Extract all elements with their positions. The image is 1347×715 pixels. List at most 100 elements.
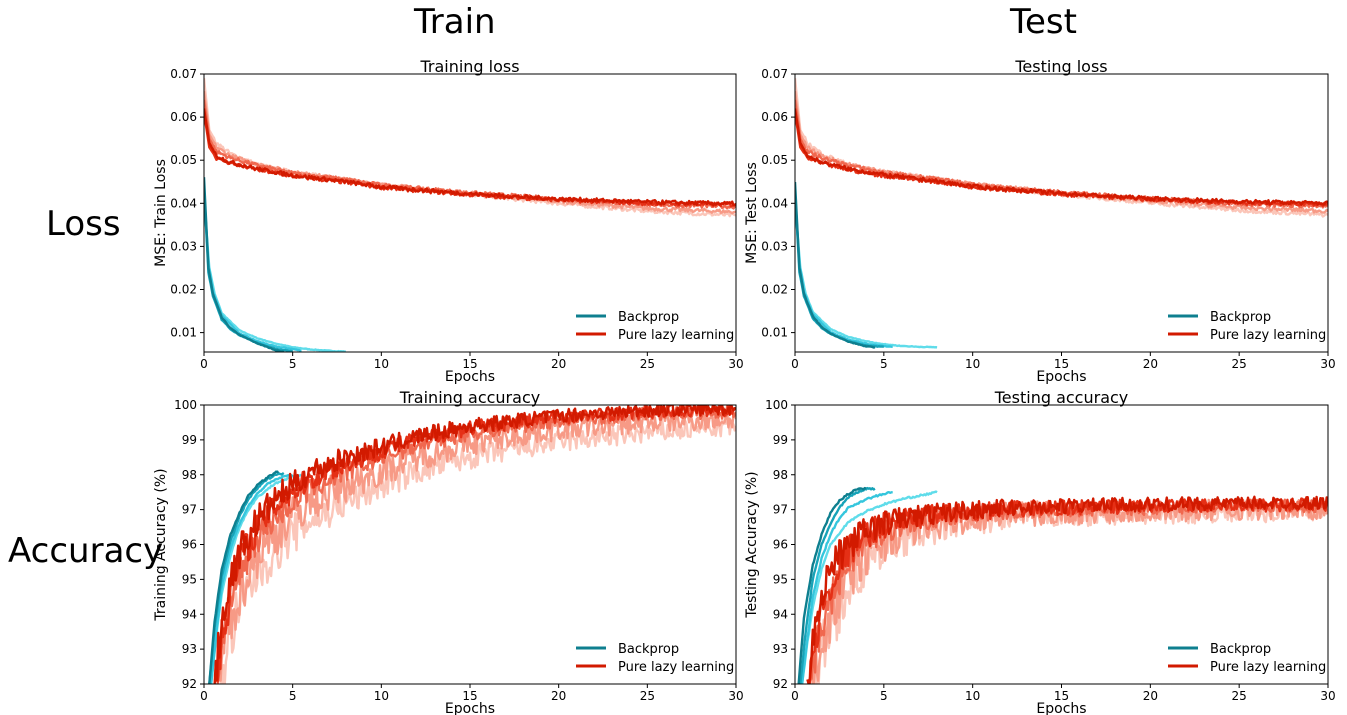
x-tick-label: 20: [1143, 689, 1158, 703]
x-tick-label: 30: [728, 357, 743, 371]
y-tick-label: 0.03: [170, 239, 197, 253]
legend-label: Backprop: [618, 642, 679, 657]
x-tick-label: 20: [1143, 357, 1158, 371]
legend-label: Pure lazy learning: [618, 328, 734, 343]
y-tick-label: 0.01: [170, 326, 197, 340]
lazy-series-line: [795, 108, 1328, 206]
x-tick-label: 0: [200, 357, 208, 371]
x-tick-label: 25: [640, 357, 655, 371]
backprop-series-line: [208, 470, 280, 684]
lazy-series-line: [204, 108, 736, 207]
x-tick-label: 5: [880, 689, 888, 703]
plot-title: Testing accuracy: [994, 388, 1129, 407]
y-tick-label: 96: [773, 538, 788, 552]
backprop-series-line: [795, 203, 938, 349]
backprop-series-line: [799, 486, 876, 684]
x-tick-label: 15: [1054, 689, 1069, 703]
y-tick-label: 0.05: [170, 153, 197, 167]
backprop-series-line: [800, 490, 938, 684]
row-title-accuracy: Accuracy: [8, 531, 164, 571]
y-tick-label: 98: [773, 468, 788, 482]
y-tick-label: 0.02: [761, 283, 788, 297]
legend-label: Backprop: [1210, 642, 1271, 657]
backprop-series-line: [209, 473, 294, 684]
backprop-series-line: [209, 473, 302, 684]
legend-label: Pure lazy learning: [1210, 328, 1326, 343]
x-tick-label: 5: [880, 357, 888, 371]
x-tick-label: 20: [551, 357, 566, 371]
x-tick-label: 30: [728, 689, 743, 703]
lazy-series-line: [809, 498, 1328, 684]
x-axis-label: Epochs: [1036, 701, 1086, 715]
row-title-loss: Loss: [46, 204, 121, 244]
backprop-series-line: [795, 181, 876, 349]
x-tick-label: 5: [289, 689, 297, 703]
y-tick-label: 97: [182, 503, 197, 517]
panel-2: [791, 73, 1329, 356]
column-title-test: Test: [1010, 2, 1077, 42]
backprop-series-line: [797, 486, 867, 684]
y-tick-label: 96: [182, 538, 197, 552]
legend-label: Backprop: [1210, 310, 1271, 325]
x-tick-label: 0: [791, 689, 799, 703]
x-tick-label: 10: [374, 357, 389, 371]
backprop-series-line: [204, 199, 346, 352]
y-tick-label: 95: [182, 572, 197, 586]
y-axis-label: Testing Accuracy (%): [744, 471, 760, 618]
y-tick-label: 97: [773, 503, 788, 517]
y-tick-label: 92: [182, 677, 197, 691]
lazy-series-line: [213, 405, 736, 684]
y-tick-label: 0.05: [761, 153, 788, 167]
lazy-series-line: [218, 415, 736, 684]
x-tick-label: 15: [462, 357, 477, 371]
y-tick-label: 94: [773, 607, 788, 621]
y-tick-label: 99: [773, 433, 788, 447]
y-tick-label: 98: [182, 468, 197, 482]
panel-4: [791, 404, 1329, 688]
x-axis-label: Epochs: [445, 701, 495, 715]
lazy-series-line: [808, 497, 1328, 684]
y-tick-label: 0.04: [761, 196, 788, 210]
x-tick-label: 25: [1232, 689, 1247, 703]
backprop-series-line: [795, 194, 893, 348]
legend-label: Pure lazy learning: [618, 660, 734, 675]
y-tick-label: 0.07: [170, 67, 197, 81]
x-tick-label: 30: [1320, 689, 1335, 703]
y-axis-label: Training Accuracy (%): [153, 468, 169, 621]
plot-title: Training accuracy: [399, 388, 540, 407]
x-tick-label: 5: [289, 357, 297, 371]
x-tick-label: 0: [791, 357, 799, 371]
y-tick-label: 93: [773, 642, 788, 656]
y-axis-label: MSE: Test Loss: [744, 162, 760, 264]
y-tick-label: 0.06: [761, 110, 788, 124]
y-tick-label: 100: [765, 398, 788, 412]
lazy-series-line: [806, 495, 1328, 684]
x-tick-label: 20: [551, 689, 566, 703]
plot-title: Testing loss: [1014, 57, 1107, 76]
y-tick-label: 100: [174, 398, 197, 412]
backprop-series-line: [800, 491, 893, 684]
y-tick-label: 92: [773, 677, 788, 691]
y-tick-label: 0.04: [170, 196, 197, 210]
x-tick-label: 10: [965, 689, 980, 703]
lazy-series-line: [217, 409, 736, 682]
y-tick-label: 0.07: [761, 67, 788, 81]
y-tick-label: 0.03: [761, 239, 788, 253]
y-axis-label: MSE: Train Loss: [153, 159, 169, 267]
x-tick-label: 25: [1232, 357, 1247, 371]
x-tick-label: 0: [200, 689, 208, 703]
x-axis-label: Epochs: [1036, 369, 1086, 385]
y-tick-label: 0.06: [170, 110, 197, 124]
x-tick-label: 10: [965, 357, 980, 371]
x-tick-label: 10: [374, 689, 389, 703]
y-tick-label: 99: [182, 433, 197, 447]
y-tick-label: 0.02: [170, 283, 197, 297]
y-tick-label: 94: [182, 607, 197, 621]
y-tick-label: 93: [182, 642, 197, 656]
x-axis-label: Epochs: [445, 369, 495, 385]
backprop-series-line: [204, 177, 285, 352]
y-tick-label: 95: [773, 572, 788, 586]
legend-label: Pure lazy learning: [1210, 660, 1326, 675]
panel-1: [200, 73, 737, 356]
